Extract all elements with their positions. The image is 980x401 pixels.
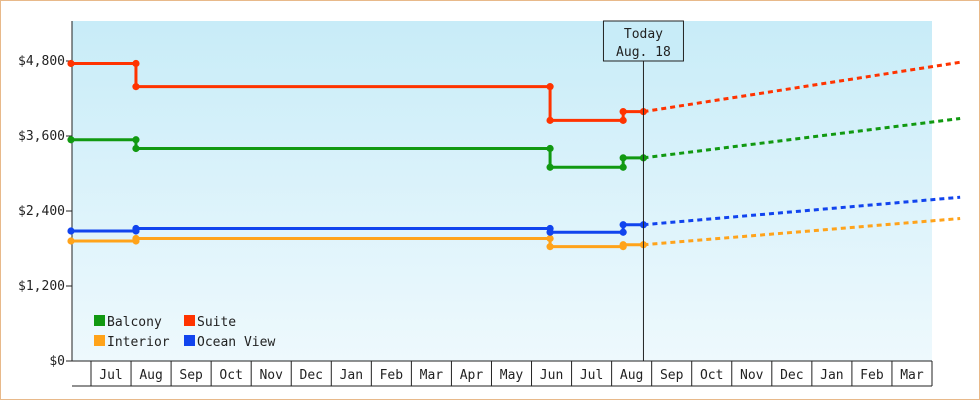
x-tick-label: Jul [99,368,122,383]
x-tick-label: Feb [380,368,404,383]
x-tick-label: Jan [340,368,363,383]
series-point [619,116,627,124]
series-point [132,136,140,144]
x-tick-label: Dec [780,368,803,383]
series-point [546,83,554,91]
legend: Balcony Suite Interior Ocean View [94,315,275,350]
y-tick-label: $3,600 [18,129,65,144]
x-tick-label: Oct [219,368,242,383]
x-tick-label: Sep [660,368,684,383]
legend-swatch [94,315,105,326]
x-tick-label: Jan [820,368,843,383]
today-label: Today [624,27,663,42]
legend-swatch [94,335,105,346]
x-tick-label: Aug [620,368,643,383]
today-annotation: Today Aug. 18 [602,20,684,361]
series-point [67,59,75,68]
x-tick-label: Aug [139,368,162,383]
x-axis: Jul Aug Sep Oct Nov Dec Jan Feb Mar Apr May Jun Jul A… [72,360,933,387]
x-tick-label: Oct [700,368,723,383]
series-projection-line [643,195,961,227]
today-date-label: Aug. 18 [616,45,671,60]
legend-swatch [184,335,195,346]
y-tick-label: $1,200 [18,279,65,294]
series-point [619,228,627,236]
series-point [546,228,554,236]
series-point [619,108,627,116]
x-tick-label: Jul [580,368,603,383]
y-tick-label: $4,800 [18,54,65,69]
x-tick-label: May [500,368,524,383]
x-tick-label: Apr [460,368,484,383]
series-point [67,136,75,144]
series-point [132,144,140,153]
series-point [619,163,627,171]
x-tick-label: Feb [860,368,884,383]
x-tick-label: Nov [259,368,283,383]
plot-area [72,21,932,361]
today-label-box [602,20,684,62]
legend-label: Suite [197,315,236,330]
series-point [132,234,140,243]
x-tick-label: Mar [900,368,924,383]
x-tick-label: Sep [179,368,203,383]
series-point [546,243,554,251]
legend-label: Ocean View [197,335,275,350]
y-tick-label: $0 [49,354,65,369]
series-point [619,221,627,229]
series-point [619,154,627,162]
series-point [67,237,75,245]
series-point [132,59,140,68]
series-point [67,227,75,235]
series-layer [67,59,961,251]
x-tick-label: Jun [540,368,563,383]
series-point [132,83,140,91]
x-tick-label: Mar [420,368,444,383]
x-tick-label: Dec [300,368,323,383]
legend-swatch [184,315,195,326]
y-tick-label: $2,400 [18,204,65,219]
y-axis: $0 $1,200 $2,400 $3,600 $4,800 [18,21,73,369]
x-tick-label: Nov [740,368,764,383]
series-point [546,234,554,243]
series-point [619,241,627,249]
series-point [132,224,140,233]
series-point [546,144,554,153]
series-point [546,116,554,124]
series-projection-line [643,217,961,247]
series-point [546,163,554,171]
legend-label: Interior [107,335,170,350]
series-projection-line [643,117,961,160]
legend-label: Balcony [107,315,162,330]
